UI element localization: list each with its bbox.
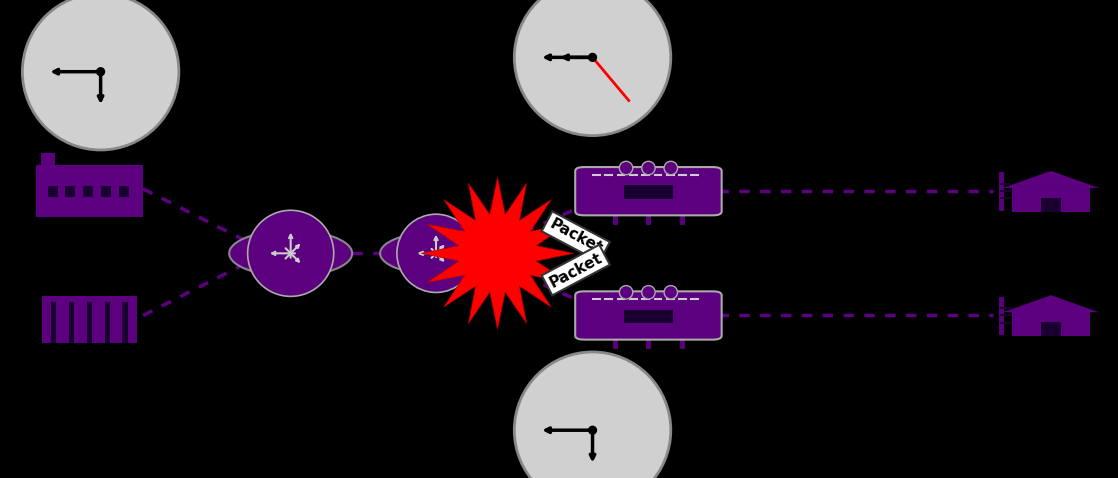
- FancyBboxPatch shape: [575, 167, 722, 215]
- FancyBboxPatch shape: [42, 296, 136, 302]
- Text: Packet: Packet: [547, 250, 605, 290]
- FancyBboxPatch shape: [1012, 312, 1090, 336]
- FancyBboxPatch shape: [624, 185, 673, 199]
- Ellipse shape: [619, 161, 633, 175]
- Ellipse shape: [96, 68, 105, 76]
- FancyBboxPatch shape: [575, 291, 722, 339]
- Ellipse shape: [514, 0, 671, 136]
- Polygon shape: [1003, 295, 1099, 312]
- Polygon shape: [421, 177, 574, 329]
- Ellipse shape: [380, 232, 492, 274]
- FancyBboxPatch shape: [105, 302, 110, 343]
- FancyBboxPatch shape: [69, 302, 74, 343]
- Text: Packet: Packet: [547, 217, 605, 257]
- FancyBboxPatch shape: [42, 302, 136, 343]
- FancyBboxPatch shape: [624, 310, 673, 323]
- FancyBboxPatch shape: [1041, 198, 1061, 211]
- Ellipse shape: [589, 54, 597, 61]
- FancyBboxPatch shape: [87, 302, 92, 343]
- FancyBboxPatch shape: [47, 186, 58, 197]
- FancyBboxPatch shape: [101, 186, 111, 197]
- Ellipse shape: [642, 285, 655, 299]
- FancyBboxPatch shape: [123, 302, 127, 343]
- FancyBboxPatch shape: [84, 186, 94, 197]
- Ellipse shape: [248, 210, 333, 296]
- Ellipse shape: [397, 214, 475, 293]
- FancyBboxPatch shape: [41, 153, 56, 165]
- FancyBboxPatch shape: [120, 186, 130, 197]
- FancyBboxPatch shape: [1012, 188, 1090, 211]
- Ellipse shape: [642, 161, 655, 175]
- FancyBboxPatch shape: [36, 165, 143, 217]
- Ellipse shape: [22, 0, 179, 150]
- Ellipse shape: [514, 352, 671, 478]
- Ellipse shape: [664, 161, 678, 175]
- Ellipse shape: [664, 285, 678, 299]
- FancyBboxPatch shape: [65, 186, 76, 197]
- FancyBboxPatch shape: [1041, 322, 1061, 336]
- Ellipse shape: [229, 230, 352, 276]
- Polygon shape: [1003, 171, 1099, 188]
- Ellipse shape: [589, 426, 597, 434]
- FancyBboxPatch shape: [51, 302, 56, 343]
- Ellipse shape: [619, 285, 633, 299]
